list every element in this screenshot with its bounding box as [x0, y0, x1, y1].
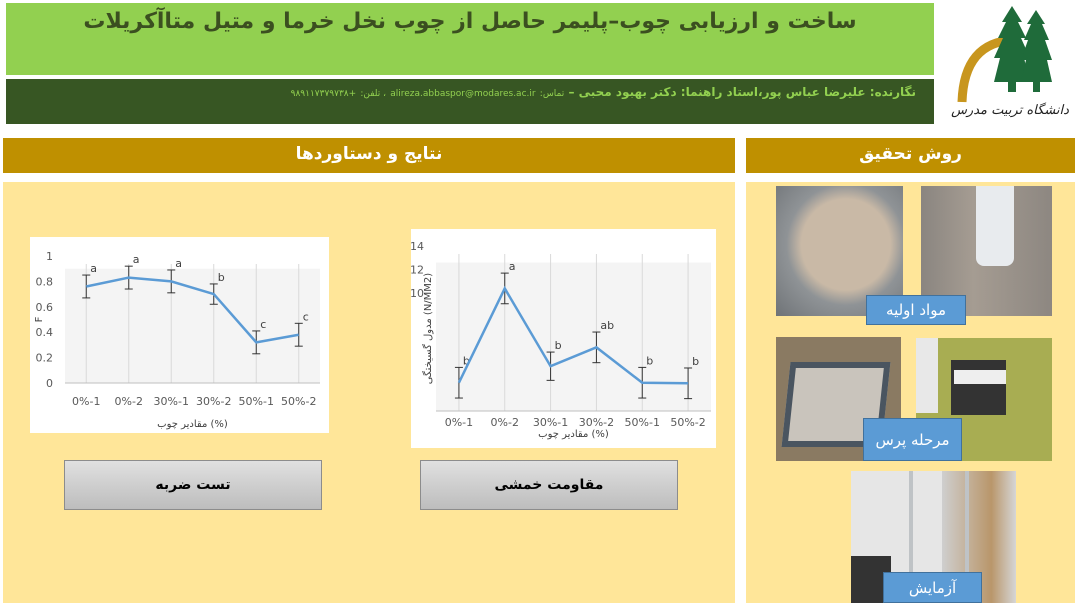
impact-test-button[interactable]: تست ضربه	[64, 460, 322, 510]
author-info: نگارنده: علیرضا عباس پور،استاد راهنما: د…	[6, 79, 934, 124]
y-tick-label: 0.4	[36, 326, 54, 339]
x-tick-label: 0%-1	[72, 395, 100, 408]
monomer-cup-photo	[921, 186, 1052, 316]
significance-label: b	[692, 355, 699, 368]
x-tick-label: 50%-1	[625, 416, 660, 429]
y-tick-label: 1	[46, 250, 53, 263]
university-logo: دانشگاه تربیت مدرس	[944, 2, 1074, 124]
x-tick-label: 0%-1	[445, 416, 473, 429]
y-axis-title: F	[34, 316, 45, 322]
contact-label: تماس:	[539, 89, 565, 99]
significance-label: b	[555, 339, 562, 352]
significance-label: a	[90, 262, 97, 275]
y-tick-label: 0.2	[36, 352, 54, 365]
x-tick-label: 0%-2	[491, 416, 519, 429]
x-tick-label: 30%-1	[154, 395, 189, 408]
y-tick-label: 12	[411, 264, 424, 277]
x-axis-title: مقادیر چوب (%)	[157, 419, 228, 430]
y-tick-label: 14	[411, 240, 424, 253]
significance-label: b	[646, 354, 653, 367]
y-axis-title: مدول گسیختگی (N/MM2)	[422, 273, 434, 384]
x-tick-label: 0%-2	[115, 395, 143, 408]
x-tick-label: 30%-2	[579, 416, 614, 429]
materials-label: مواد اولیه	[866, 295, 966, 325]
plot-area	[65, 268, 320, 383]
significance-label: c	[260, 318, 266, 331]
y-tick-label: 0.6	[36, 301, 54, 314]
significance-label: a	[175, 257, 182, 270]
bending-chart: 0%-1 0%-2 30%-1 30%-2 50%-1 50%-2 10 12 14 b a b ab b…	[410, 229, 716, 448]
series-line	[457, 285, 689, 385]
y-tick-label: 0.8	[36, 275, 54, 288]
plot-area	[436, 262, 711, 411]
x-tick-label: 50%-2	[670, 416, 705, 429]
poster-title: ساخت و ارزیابی چوب–پلیمر حاصل از چوب نخل…	[6, 3, 934, 75]
phone: +۹۸۹۱۱۷۳۷۹۷۳۸	[290, 89, 357, 99]
x-tick-label: 50%-1	[239, 395, 274, 408]
significance-label: b	[218, 271, 225, 284]
x-tick-label: 50%-2	[281, 395, 316, 408]
x-axis-title: مقادیر چوب (%)	[538, 429, 609, 440]
phone-label: ، تلفن:	[360, 89, 387, 99]
series-line	[85, 276, 299, 344]
wood-powder-photo	[776, 186, 903, 316]
significance-label: a	[133, 253, 140, 266]
press-label: مرحله پرس	[863, 418, 962, 461]
significance-label: ab	[600, 319, 614, 332]
method-header: روش تحقیق	[746, 138, 1075, 173]
significance-label: c	[303, 310, 309, 323]
test-label: آزمایش	[883, 572, 982, 603]
y-tick-label: 0	[46, 377, 53, 390]
x-tick-label: 30%-1	[533, 416, 568, 429]
significance-label: a	[509, 260, 516, 273]
authors-text: نگارنده: علیرضا عباس پور،استاد راهنما: د…	[568, 85, 916, 99]
x-tick-label: 30%-2	[196, 395, 231, 408]
significance-label: b	[463, 354, 470, 367]
y-tick-label: 10	[411, 287, 424, 300]
email: alireza.abbaspor@modares.ac.ir	[390, 89, 536, 99]
bending-strength-button[interactable]: مقاومت خمشی	[420, 460, 678, 510]
impact-chart: 0%-1 0%-2 30%-1 30%-2 50%-1 50%-2 0 0.2 0.4 0.6 0.…	[30, 237, 329, 433]
results-header: نتایج و دستاوردها	[3, 138, 735, 173]
svg-text:دانشگاه تربیت مدرس: دانشگاه تربیت مدرس	[951, 102, 1069, 118]
